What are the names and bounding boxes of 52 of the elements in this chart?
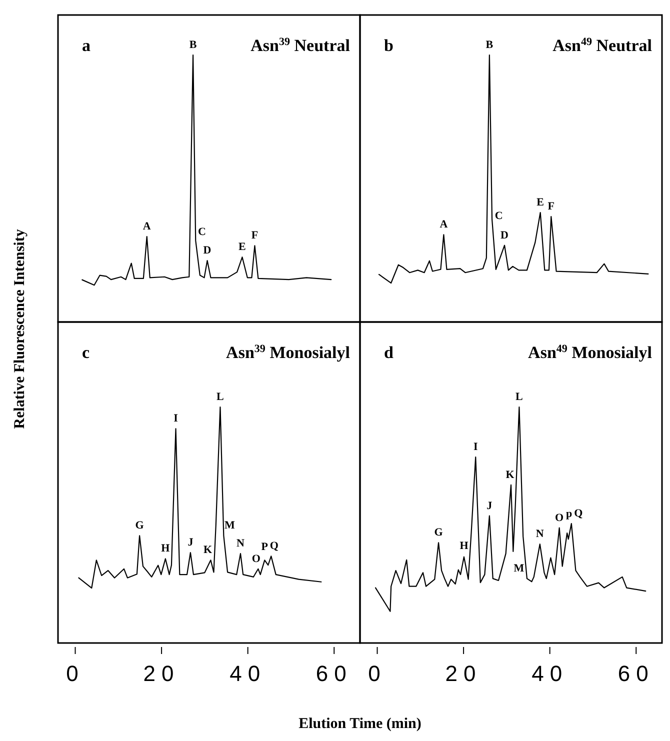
annotation: Q bbox=[270, 540, 279, 552]
annotation: F bbox=[251, 230, 258, 242]
x-tick-label: 40 bbox=[532, 661, 568, 686]
annotation: K bbox=[203, 544, 212, 556]
annotation: J bbox=[188, 536, 194, 549]
annotation: Q bbox=[574, 508, 584, 520]
annotation: D bbox=[500, 229, 509, 242]
x-tick-label: 0 bbox=[66, 661, 84, 686]
annotation: I bbox=[174, 412, 178, 425]
annotation: C bbox=[198, 226, 206, 238]
x-tick-label: 20 bbox=[143, 661, 180, 686]
annotation: C bbox=[494, 210, 503, 222]
annotation: B bbox=[189, 39, 198, 51]
annotation: M bbox=[514, 562, 525, 575]
annotation: M bbox=[224, 520, 236, 532]
chart-title: Asn$^{49}$ Monosialyl bbox=[528, 343, 652, 362]
annotation: L bbox=[216, 391, 224, 403]
y-axis-title: Relative Fluorescence Intensity bbox=[12, 228, 28, 429]
chart-title: Asn$^{49}$ Neutral bbox=[552, 36, 652, 55]
annotation: E bbox=[238, 241, 246, 254]
annotation: A bbox=[440, 218, 448, 231]
text: c bbox=[82, 343, 90, 362]
x-tick-label: 0 bbox=[368, 661, 386, 686]
annotation: D bbox=[203, 244, 212, 257]
chart-title: Asn$^{39}$ Neutral bbox=[250, 36, 350, 55]
annotation: F bbox=[548, 200, 555, 213]
annotation: H bbox=[161, 542, 170, 555]
annotation: p bbox=[566, 508, 572, 520]
annotation: O bbox=[555, 512, 564, 524]
annotation: J bbox=[486, 500, 493, 512]
annotation: P bbox=[261, 541, 268, 554]
x-tick-label: 60 bbox=[618, 661, 654, 686]
annotation: N bbox=[536, 528, 544, 540]
x-tick-label: 20 bbox=[445, 661, 482, 686]
annotation: O bbox=[252, 552, 261, 565]
annotation: B bbox=[486, 39, 494, 51]
annotation: G bbox=[135, 520, 144, 532]
annotation: a bbox=[82, 36, 91, 55]
chart-title: Asn$^{39}$ Monosialyl bbox=[226, 343, 350, 362]
x-axis-title: Elution Time (min) bbox=[298, 716, 422, 732]
text: d bbox=[384, 343, 394, 362]
x-tick-label: 60 bbox=[316, 661, 352, 686]
annotation: A bbox=[142, 220, 151, 233]
annotation: N bbox=[236, 538, 245, 550]
annotation: E bbox=[536, 196, 544, 209]
annotation: I bbox=[473, 441, 478, 454]
annotation: K bbox=[506, 468, 515, 481]
annotation: G bbox=[434, 526, 444, 539]
annotation: b bbox=[384, 36, 394, 55]
annotation: H bbox=[460, 540, 469, 552]
annotation: L bbox=[516, 391, 523, 403]
x-tick-label: 40 bbox=[230, 661, 266, 686]
